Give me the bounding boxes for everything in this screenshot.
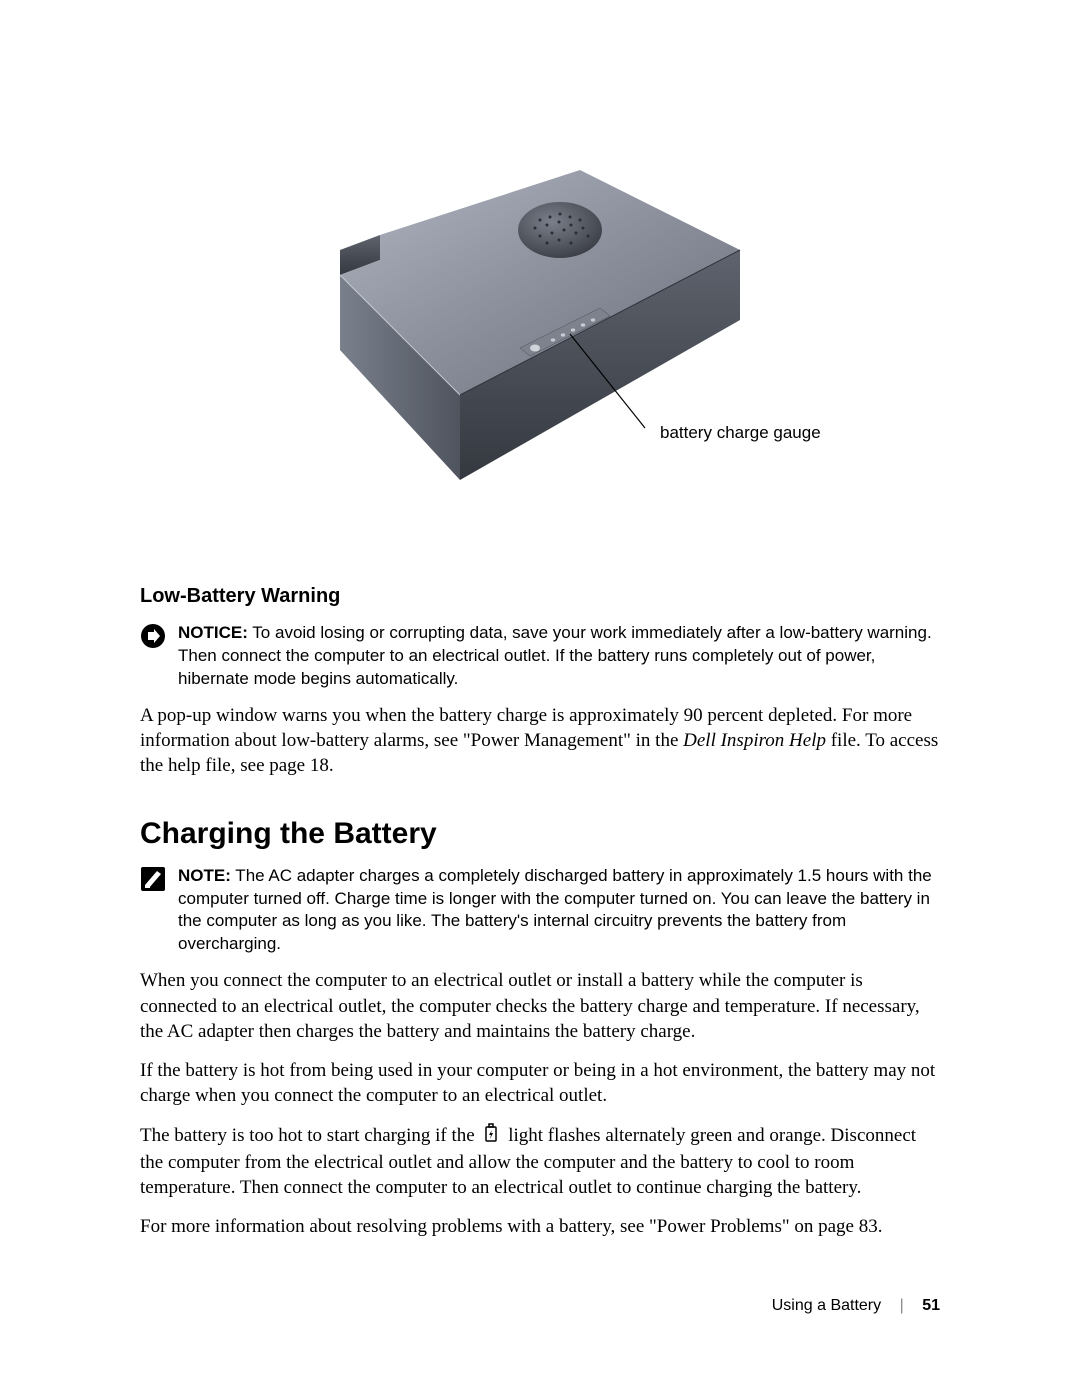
footer-separator: | [900,1297,904,1314]
battery-light-icon [483,1123,499,1150]
charging-p3: The battery is too hot to start charging… [140,1123,940,1201]
notice-icon [140,623,170,654]
page-container: battery charge gauge Low-Battery Warning… [0,0,1080,1397]
note-icon [140,866,170,897]
note-text: NOTE: The AC adapter charges a completel… [178,865,940,957]
charging-p1: When you connect the computer to an elec… [140,968,940,1044]
note-block: NOTE: The AC adapter charges a completel… [140,865,940,957]
charging-p2: If the battery is hot from being used in… [140,1058,940,1109]
note-lead: NOTE: [178,866,231,885]
charging-p4: For more information about resolving pro… [140,1214,940,1239]
subheading-low-battery: Low-Battery Warning [140,585,940,608]
footer-section: Using a Battery [772,1297,881,1314]
low-battery-body: A pop-up window warns you when the batte… [140,703,940,779]
battery-figure: battery charge gauge [140,170,940,550]
footer-page-number: 51 [922,1297,940,1314]
p3a: The battery is too hot to start charging… [140,1125,479,1146]
battery-illustration [270,170,750,550]
notice-body: To avoid losing or corrupting data, save… [178,623,932,688]
page-footer: Using a Battery | 51 [772,1297,940,1315]
heading-charging: Charging the Battery [140,817,940,851]
lb-body-italic: Dell Inspiron Help [683,730,826,751]
note-body: The AC adapter charges a completely disc… [178,866,932,954]
notice-text: NOTICE: To avoid losing or corrupting da… [178,622,940,691]
notice-block: NOTICE: To avoid losing or corrupting da… [140,622,940,691]
notice-lead: NOTICE: [178,623,248,642]
callout-label-gauge: battery charge gauge [660,423,821,443]
